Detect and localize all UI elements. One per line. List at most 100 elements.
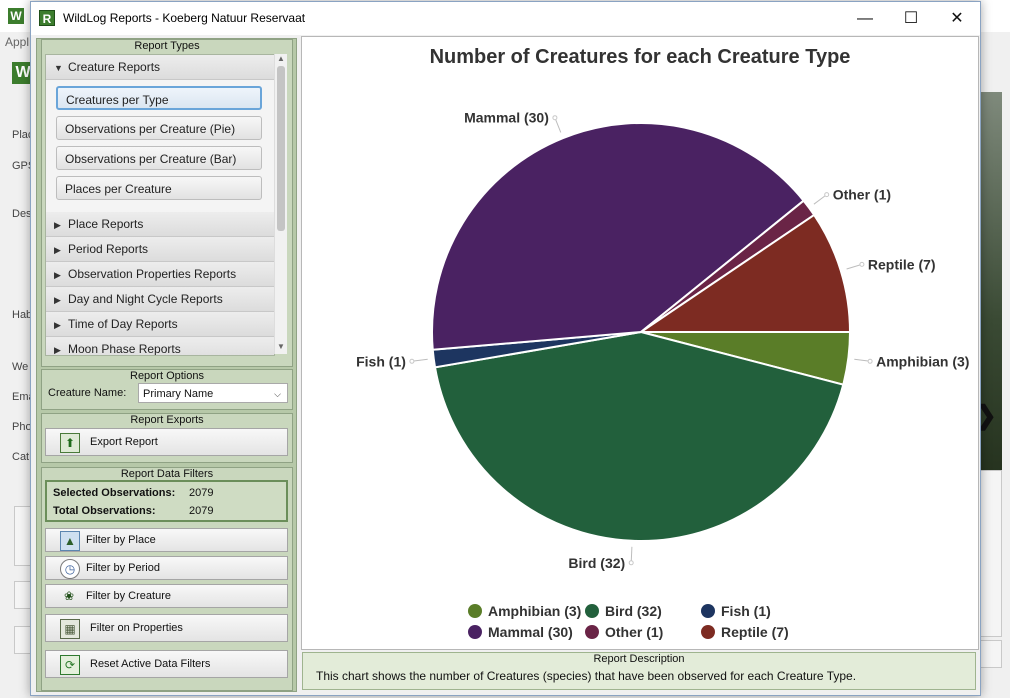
slice-label-amphibian: Amphibian (3) [876,353,969,369]
background-field-label: Pho [12,421,32,433]
creature-name-select[interactable]: Primary Name ⌵ [138,383,288,403]
properties-grid-icon: ▦ [60,619,80,639]
group-period-reports[interactable]: ▶ Period Reports [46,237,274,262]
pie-slices [431,122,852,542]
reset-active-data-filters-label: Reset Active Data Filters [90,658,211,670]
group-label: Creature Reports [68,60,161,74]
wildlog-app-icon: W [8,8,24,24]
collapsed-triangle-icon: ▶ [54,295,61,305]
label-connector [813,194,828,205]
report-options-section: Report Options Creature Name: Primary Na… [41,369,293,410]
slice-label-other: Other (1) [833,187,891,203]
legend-marker-bird [585,604,599,618]
legend-label-other: Other (1) [605,624,663,640]
legend-label-fish: Fish (1) [721,603,771,619]
left-panel: Report Types ▼ Creature Reports Creatures… [36,38,297,692]
chart-legend: Amphibian (3) Bird (32) Fish (1) Mammal (30… [468,603,789,640]
scroll-up-icon[interactable]: ▲ [277,54,285,63]
legend-marker-mammal [468,625,482,639]
scroll-down-icon[interactable]: ▼ [277,342,285,351]
report-types-header: Report Types [134,40,200,52]
background-photo [980,92,1002,472]
background-field-label: Ema [12,391,35,403]
label-dot [824,192,830,198]
upload-arrow-icon: ⬆ [60,433,80,453]
paw-print-icon: ❀ [63,589,75,603]
pie-slice-mammal [431,122,806,351]
clock-icon: ◷ [60,559,80,579]
label-connector [854,358,871,362]
legend-label-amphibian: Amphibian (3) [488,603,581,619]
group-label: Time of Day Reports [68,317,178,331]
background-field-label: Cat [12,451,30,463]
close-button[interactable]: ✕ [950,10,964,27]
window-title: WildLog Reports - Koeberg Natuur Reserva… [63,11,306,25]
background-button[interactable] [980,640,1002,668]
export-report-button[interactable]: ⬆ Export Report [45,428,288,456]
observations-per-creature-pie-button[interactable]: Observations per Creature (Pie) [56,116,262,140]
report-exports-header: Report Exports [130,414,204,426]
scroll-thumb[interactable] [277,66,285,231]
legend-label-reptile: Reptile (7) [721,624,789,640]
group-label: Moon Phase Reports [68,342,181,356]
group-label: Period Reports [68,242,149,256]
total-observations-label: Total Observations: [53,505,156,517]
collapsed-triangle-icon: ▶ [54,270,61,280]
group-label: Place Reports [68,217,144,231]
background-field-label: Des [12,208,32,220]
label-dot [628,560,634,566]
group-time-of-day-reports[interactable]: ▶ Time of Day Reports [46,312,274,337]
group-place-reports[interactable]: ▶ Place Reports [46,212,274,237]
collapsed-triangle-icon: ▶ [54,320,61,330]
report-description-text: This chart shows the number of Creatures… [316,669,857,683]
group-observation-properties-reports[interactable]: ▶ Observation Properties Reports [46,262,274,287]
creatures-per-type-button[interactable]: Creatures per Type [56,86,262,110]
background-field-label: GPS [12,160,36,172]
filter-by-creature-button[interactable]: ❀ Filter by Creature [45,584,288,608]
report-description-header: Report Description [593,653,685,665]
chart-title: Number of Creatures for each Creature Ty… [430,46,851,68]
slice-label-bird: Bird (32) [568,555,625,571]
background-field-label: Hab [12,309,33,321]
filter-on-properties-button[interactable]: ▦ Filter on Properties [45,614,288,642]
expanded-triangle-icon: ▼ [54,63,63,73]
filter-by-place-button[interactable]: ▲ Filter by Place [45,528,288,552]
places-per-creature-button[interactable]: Places per Creature [56,176,262,200]
label-connector [554,117,562,133]
group-label: Day and Night Cycle Reports [68,292,223,306]
chevron-down-icon: ⌵ [274,389,281,399]
legend-marker-reptile [701,625,715,639]
label-connector [846,263,863,270]
report-data-filters-section: Report Data Filters Selected Observation… [41,467,293,691]
collapsed-triangle-icon: ▶ [54,245,61,255]
report-options-header: Report Options [130,370,204,382]
slice-label-reptile: Reptile (7) [868,256,936,272]
creature-name-label: Creature Name: [48,387,127,399]
background-list[interactable] [980,470,1002,637]
group-moon-phase-reports[interactable]: ▶ Moon Phase Reports [46,337,274,356]
label-dot [867,358,873,364]
observation-stats: Selected Observations: 2079 Total Observ… [45,480,288,522]
legend-label-bird: Bird (32) [605,603,662,619]
maximize-button[interactable]: ☐ [903,10,919,27]
minimize-button[interactable]: — [857,10,873,27]
background-field-label: Plac [12,129,34,141]
group-label: Observation Properties Reports [68,267,237,281]
filter-by-period-button[interactable]: ◷ Filter by Period [45,556,288,580]
label-connector [630,546,633,563]
pie-chart: Number of Creatures for each Creature Ty… [356,46,969,640]
group-creature-reports[interactable]: ▼ Creature Reports [46,55,274,80]
filter-on-properties-label: Filter on Properties [90,622,183,634]
wildlog-logo-icon: W [12,62,34,84]
label-connector [411,358,428,362]
group-day-night-cycle-reports[interactable]: ▶ Day and Night Cycle Reports [46,287,274,312]
reset-active-data-filters-button[interactable]: ⟳ Reset Active Data Filters [45,650,288,678]
label-dot [859,261,865,267]
report-types-scrollbar[interactable]: ▲ ▼ [274,54,287,354]
pie-labels: Amphibian (3) Bird (32) Fish (1) Mammal (30… [356,110,969,571]
legend-label-mammal: Mammal (30) [488,624,573,640]
chart-pane: Number of Creatures for each Creature Ty… [301,36,979,650]
background-field-label: We [12,361,29,373]
selected-observations-value: 2079 [189,487,214,499]
observations-per-creature-bar-button[interactable]: Observations per Creature (Bar) [56,146,262,170]
